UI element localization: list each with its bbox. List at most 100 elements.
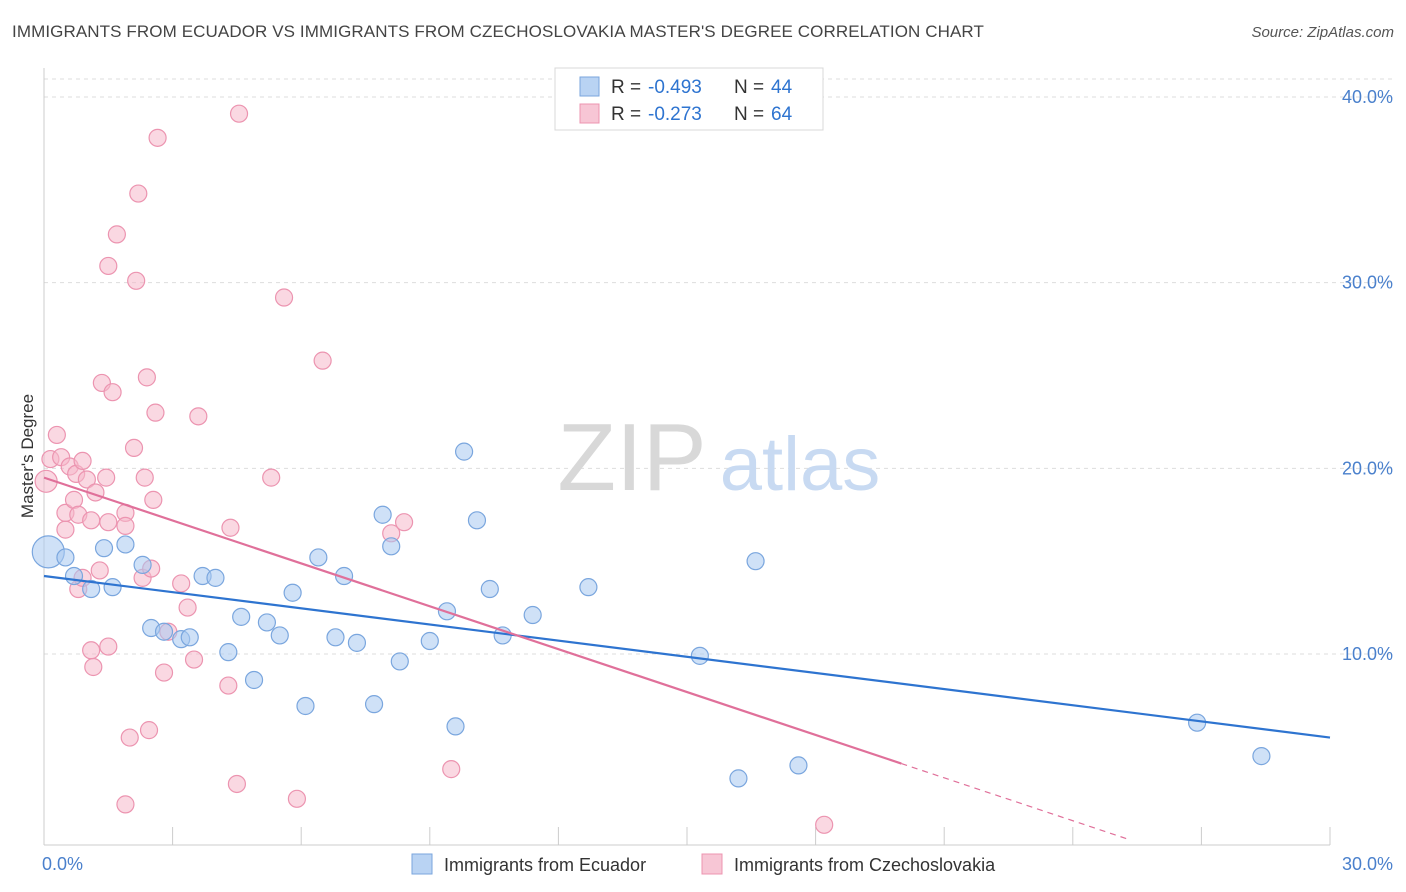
data-point-pink (127, 271, 146, 290)
data-point-blue (467, 511, 487, 530)
data-point-pink (172, 574, 191, 593)
data-point-pink (116, 795, 135, 814)
data-point-pink (262, 468, 281, 487)
data-point-blue (420, 631, 439, 651)
legend-r-label: R = (611, 104, 641, 125)
stats-legend: R = -0.493 N = 44 R = -0.273 N = 64 (554, 67, 824, 131)
data-point-blue (326, 628, 345, 647)
legend-n-value: 44 (771, 77, 793, 98)
data-point-pink (139, 721, 159, 740)
data-point-pink (137, 368, 156, 387)
data-point-pink (97, 468, 116, 487)
stats-legend-box (554, 67, 824, 131)
data-point-blue (729, 769, 748, 788)
data-point-pink (99, 256, 118, 276)
data-point-pink (184, 650, 204, 669)
axes: 10.0% 20.0% 30.0% 40.0% 0.0% 30.0% (42, 68, 1393, 874)
data-point-pink (287, 789, 307, 808)
data-point-pink (229, 104, 249, 123)
data-point-pink (219, 676, 238, 695)
legend-r-value: -0.273 (648, 104, 702, 125)
data-point-pink (148, 128, 167, 147)
data-point-blue (364, 695, 384, 714)
legend-swatch-blue (579, 76, 600, 97)
y-axis-label: Master's Degree (18, 394, 37, 518)
grid-layer (44, 78, 1395, 655)
data-point-blue (296, 696, 315, 716)
data-point-blue (309, 548, 328, 567)
data-point-blue (789, 756, 808, 775)
data-point-pink (84, 657, 103, 677)
data-point-pink (77, 470, 96, 489)
trend-lines (43, 476, 1331, 841)
data-point-blue (103, 578, 122, 597)
data-point-pink (73, 451, 92, 471)
data-point-pink (144, 490, 163, 509)
data-point-blue (283, 583, 302, 602)
data-point-pink (120, 728, 139, 747)
data-point-blue (94, 539, 114, 558)
data-point-blue (206, 568, 225, 587)
watermark: ZIP atlas (557, 404, 880, 511)
data-point-pink (442, 760, 461, 779)
data-point-blue (116, 535, 135, 554)
series-legend-swatch-pink (701, 853, 723, 875)
data-point-blue (480, 579, 499, 599)
trend-line-blue (43, 574, 1331, 739)
data-point-pink (129, 184, 148, 203)
data-point-blue (746, 552, 765, 571)
y-tick-label: 30.0% (1342, 273, 1393, 293)
data-point-blue (180, 628, 199, 647)
data-point-pink (90, 561, 109, 580)
y-tick-label: 20.0% (1342, 458, 1393, 478)
series-legend: Immigrants from Ecuador Immigrants from C… (411, 853, 996, 875)
data-point-pink (274, 288, 294, 307)
data-point-pink (99, 637, 118, 656)
data-point-blue (579, 578, 598, 597)
chart-title: IMMIGRANTS FROM ECUADOR VS IMMIGRANTS FR… (12, 22, 984, 41)
data-point-blue (257, 613, 277, 632)
data-point-pink (103, 383, 122, 402)
data-point-blue (446, 717, 465, 736)
legend-swatch-pink (579, 103, 600, 124)
data-point-pink (189, 407, 208, 426)
series-czechoslovakia-points (34, 104, 834, 834)
watermark-zip: ZIP (557, 404, 706, 511)
data-point-pink (394, 513, 414, 532)
data-point-blue (523, 605, 542, 625)
data-point-pink (107, 225, 126, 244)
y-tick-label: 40.0% (1342, 87, 1393, 107)
data-point-pink (82, 511, 101, 530)
data-point-pink (178, 598, 197, 617)
data-point-pink (227, 774, 246, 794)
data-point-pink (135, 468, 154, 487)
series-legend-label-pink: Immigrants from Czechoslovakia (734, 855, 996, 875)
data-point-pink (47, 425, 66, 445)
watermark-atlas: atlas (720, 422, 881, 507)
data-point-blue (133, 555, 152, 574)
data-point-pink (116, 516, 135, 535)
data-point-blue (64, 566, 84, 586)
y-axis-title: Master's Degree (18, 394, 37, 518)
data-point-blue (1252, 747, 1271, 766)
data-point-blue (82, 579, 101, 599)
data-point-blue (390, 652, 409, 671)
y-tick-label: 10.0% (1342, 644, 1393, 664)
data-point-blue (56, 548, 75, 567)
data-point-blue (454, 442, 474, 461)
legend-r-label: R = (611, 77, 641, 98)
data-point-blue (244, 670, 264, 690)
x-tick-label: 0.0% (42, 854, 83, 874)
data-point-blue (373, 505, 392, 524)
data-point-pink (221, 518, 240, 537)
legend-r-value: -0.493 (648, 77, 702, 98)
legend-n-value: 64 (771, 104, 793, 125)
data-point-pink (146, 403, 165, 422)
chart-source: Source: ZipAtlas.com (1251, 24, 1394, 41)
data-point-pink (815, 815, 834, 834)
series-legend-label-blue: Immigrants from Ecuador (444, 855, 646, 875)
trend-line-pink (43, 476, 902, 765)
data-point-blue (334, 566, 354, 586)
data-point-blue (232, 607, 251, 626)
